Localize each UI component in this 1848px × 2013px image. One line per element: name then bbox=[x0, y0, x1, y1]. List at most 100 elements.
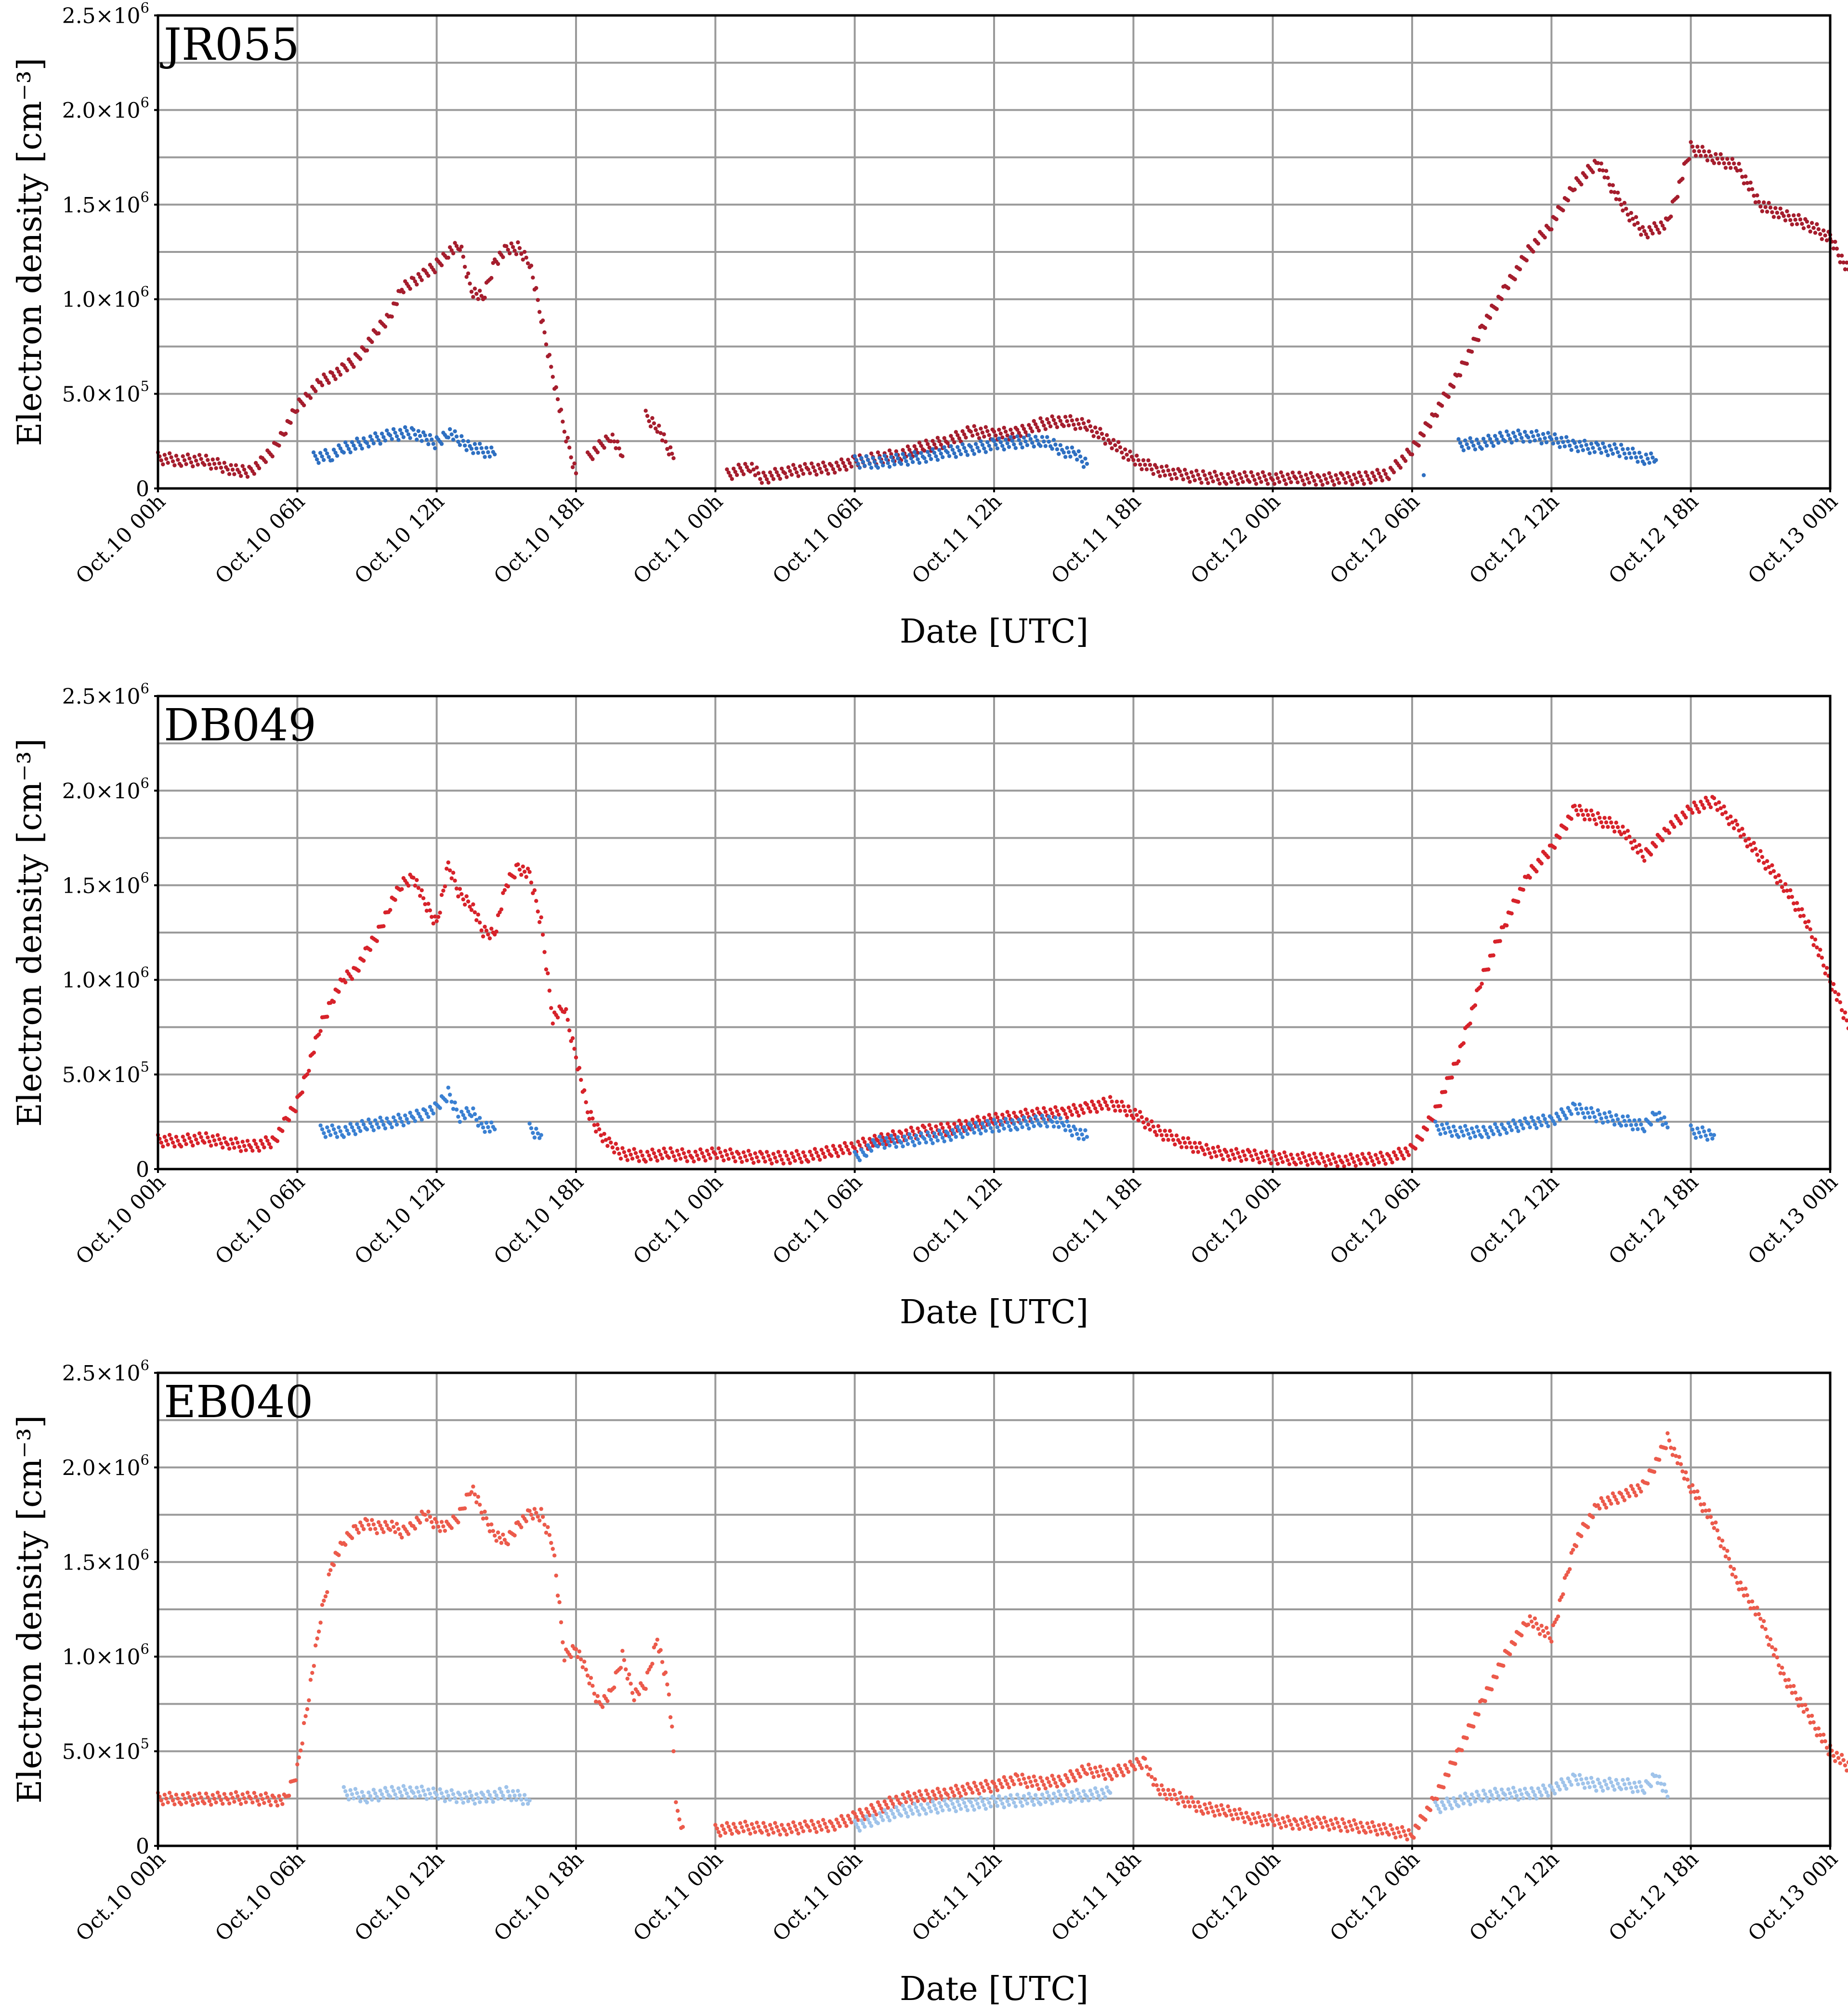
data-point bbox=[1062, 1123, 1066, 1128]
data-point bbox=[1167, 1129, 1172, 1133]
data-point bbox=[1065, 419, 1069, 423]
data-point bbox=[882, 1799, 887, 1803]
data-point bbox=[1756, 200, 1761, 204]
data-point bbox=[1607, 1776, 1612, 1781]
data-point bbox=[182, 1796, 187, 1801]
data-point bbox=[1579, 444, 1584, 448]
data-point bbox=[517, 246, 522, 250]
data-point bbox=[1571, 1548, 1575, 1552]
data-point bbox=[1081, 465, 1086, 469]
data-point bbox=[537, 1518, 542, 1523]
data-point bbox=[1148, 462, 1152, 467]
data-point bbox=[660, 1156, 665, 1160]
data-point bbox=[1494, 1790, 1499, 1794]
data-point bbox=[970, 1127, 975, 1131]
data-point bbox=[894, 1805, 899, 1809]
data-point bbox=[295, 408, 300, 413]
data-point bbox=[734, 473, 739, 477]
data-point bbox=[1030, 1784, 1035, 1788]
data-point bbox=[1012, 1110, 1016, 1115]
data-point bbox=[184, 1142, 188, 1146]
data-point bbox=[1344, 480, 1348, 485]
data-point bbox=[242, 1144, 247, 1148]
data-point bbox=[607, 1136, 612, 1141]
data-point bbox=[461, 1113, 465, 1117]
data-point bbox=[1275, 1817, 1280, 1822]
data-point bbox=[1541, 1783, 1546, 1788]
data-point bbox=[814, 473, 819, 477]
data-point bbox=[1654, 1112, 1658, 1117]
data-point bbox=[1793, 218, 1797, 222]
data-point bbox=[1558, 1598, 1562, 1602]
data-point bbox=[227, 1146, 232, 1151]
data-point bbox=[630, 1157, 635, 1161]
data-point bbox=[821, 460, 826, 465]
data-point bbox=[1660, 224, 1665, 228]
data-point bbox=[867, 461, 872, 466]
data-point bbox=[1010, 438, 1015, 443]
data-point bbox=[917, 440, 922, 445]
data-point bbox=[965, 1808, 970, 1813]
data-point bbox=[260, 1797, 265, 1801]
data-point bbox=[1327, 471, 1331, 475]
data-point bbox=[1554, 217, 1559, 222]
data-point bbox=[1654, 224, 1658, 229]
data-point bbox=[1498, 1132, 1502, 1137]
data-point bbox=[499, 1790, 504, 1794]
data-point bbox=[1436, 1807, 1441, 1811]
data-point bbox=[1604, 1782, 1609, 1787]
data-point bbox=[1712, 1133, 1717, 1137]
data-point bbox=[1685, 1477, 1690, 1482]
data-point bbox=[415, 437, 419, 442]
data-point bbox=[187, 456, 192, 460]
data-point bbox=[1488, 437, 1493, 441]
data-point bbox=[239, 1802, 243, 1806]
data-point bbox=[1443, 1090, 1448, 1094]
data-point bbox=[1212, 1814, 1217, 1818]
data-point bbox=[1622, 451, 1627, 456]
data-point bbox=[1272, 1154, 1277, 1158]
data-point bbox=[1080, 417, 1084, 421]
data-point bbox=[1723, 1554, 1728, 1559]
data-point bbox=[1191, 1800, 1195, 1804]
data-point bbox=[1345, 1158, 1350, 1163]
data-point bbox=[1237, 1155, 1242, 1159]
data-point bbox=[1569, 1783, 1573, 1787]
data-point bbox=[288, 421, 293, 425]
data-point bbox=[698, 1147, 703, 1152]
data-point bbox=[353, 1132, 358, 1136]
data-point bbox=[501, 1532, 505, 1537]
data-point bbox=[337, 1125, 341, 1130]
data-point bbox=[1091, 434, 1096, 438]
data-point bbox=[1317, 1161, 1322, 1166]
data-point bbox=[854, 1822, 859, 1827]
data-point bbox=[1574, 1107, 1579, 1111]
data-point bbox=[958, 1122, 963, 1126]
data-point bbox=[814, 1150, 819, 1155]
data-point bbox=[1678, 1462, 1683, 1466]
data-point bbox=[939, 1122, 944, 1126]
data-point bbox=[458, 248, 462, 252]
data-point bbox=[1629, 1123, 1633, 1127]
data-point bbox=[1833, 239, 1837, 244]
data-point bbox=[1539, 441, 1544, 446]
data-point bbox=[431, 921, 435, 926]
data-point bbox=[525, 1802, 530, 1806]
data-point bbox=[803, 1154, 807, 1158]
data-point bbox=[917, 1141, 922, 1145]
data-point bbox=[572, 461, 577, 466]
data-point bbox=[459, 244, 464, 249]
data-point bbox=[1514, 1793, 1519, 1798]
data-point bbox=[1473, 447, 1478, 452]
data-point bbox=[431, 1786, 435, 1790]
data-point bbox=[1078, 454, 1083, 459]
data-point bbox=[755, 465, 759, 470]
data-point bbox=[624, 1154, 628, 1158]
data-point bbox=[1289, 1152, 1293, 1157]
data-point bbox=[161, 1802, 165, 1806]
data-point bbox=[1259, 1819, 1263, 1824]
data-point bbox=[516, 862, 520, 867]
data-point bbox=[327, 381, 331, 385]
data-point bbox=[1639, 1489, 1643, 1494]
data-point bbox=[1469, 440, 1474, 444]
